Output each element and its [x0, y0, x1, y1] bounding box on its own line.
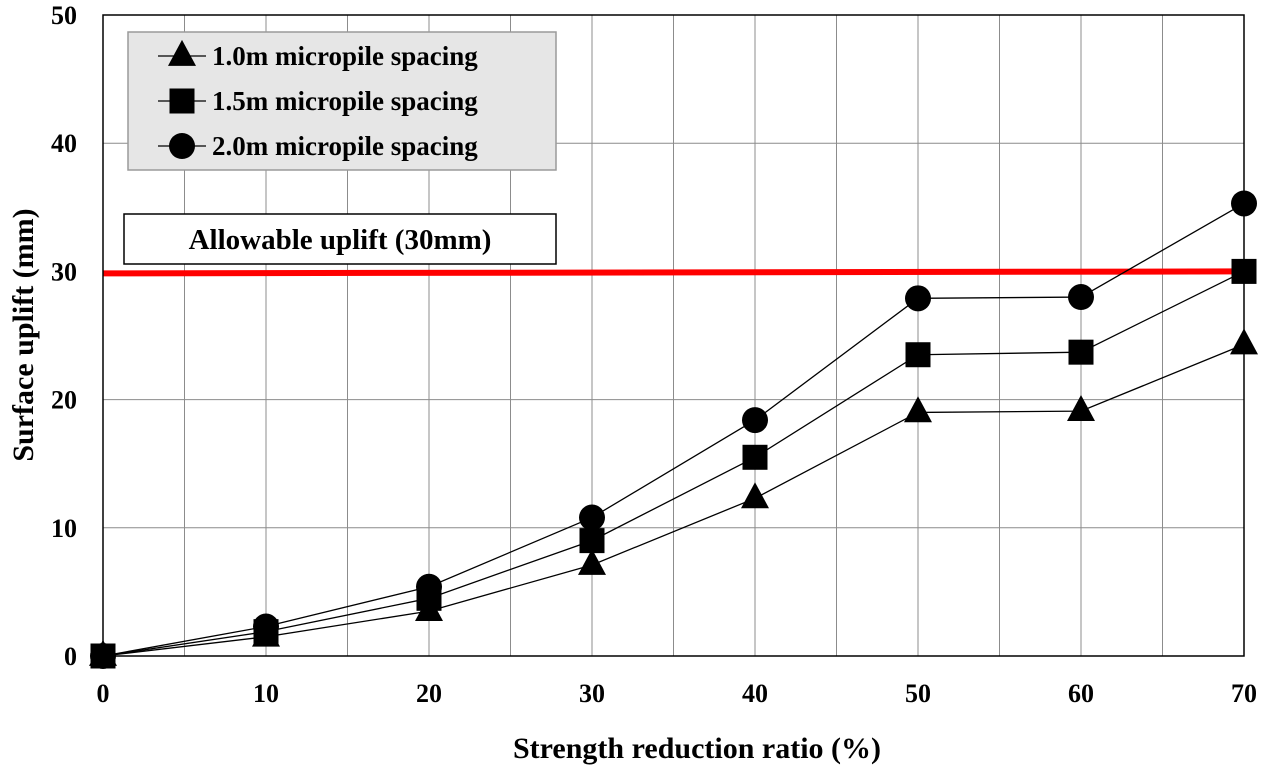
data-point-square	[579, 528, 605, 554]
plot-area-border	[102, 14, 1245, 657]
legend-label: 1.0m micropile spacing	[212, 41, 478, 71]
data-point-square	[742, 444, 768, 470]
y-axis-title: Surface uplift (mm)	[7, 208, 40, 461]
x-tick-label: 50	[905, 679, 931, 708]
legend: 1.0m micropile spacing 1.5m micropile spa…	[127, 31, 557, 171]
data-point-circle	[905, 285, 931, 312]
series-line-triangle	[102, 343, 1245, 657]
data-point-triangle	[741, 482, 769, 509]
data-point-triangle	[578, 548, 606, 575]
data-point-circle	[416, 573, 442, 600]
x-tick-label: 60	[1068, 679, 1094, 708]
reference-label: Allowable uplift (30mm)	[189, 224, 492, 256]
data-point-circle	[742, 407, 768, 434]
x-tick-label: 10	[253, 679, 279, 708]
legend-marker-circle	[169, 133, 195, 159]
y-tick-label: 10	[51, 514, 77, 543]
x-tick-label: 0	[97, 679, 110, 708]
series-group	[89, 190, 1258, 669]
legend-marker-triangle	[168, 39, 196, 66]
x-axis-title: Strength reduction ratio (%)	[513, 732, 881, 765]
x-tick-label: 70	[1231, 679, 1257, 708]
y-tick-label: 20	[51, 386, 77, 415]
y-tick-label: 0	[64, 642, 77, 671]
y-tick-label: 50	[51, 1, 77, 30]
legend-label: 1.5m micropile spacing	[212, 86, 478, 116]
reference-label-box: Allowable uplift (30mm)	[123, 213, 557, 265]
legend-label: 2.0m micropile spacing	[212, 131, 478, 161]
data-point-circle	[579, 504, 605, 531]
y-tick-label: 30	[51, 257, 77, 286]
data-point-circle	[253, 613, 279, 640]
reference-line-group	[102, 268, 1245, 277]
x-tick-label: 40	[742, 679, 768, 708]
data-point-circle	[1068, 284, 1094, 311]
data-point-triangle	[904, 396, 932, 423]
data-point-square	[1068, 339, 1094, 365]
data-point-triangle	[1067, 395, 1095, 422]
y-tick-label: 40	[51, 129, 77, 158]
data-point-square	[905, 342, 931, 368]
series-line-square	[102, 270, 1245, 657]
legend-marker-square	[169, 88, 195, 114]
allowable-uplift-line	[102, 268, 1245, 277]
x-tick-label: 30	[579, 679, 605, 708]
series-line-circle	[102, 202, 1245, 657]
x-tick-label: 20	[416, 679, 442, 708]
tick-labels: 0 10 20 30 40 50 0 10 20 30 40 50 60 70	[51, 1, 1257, 708]
